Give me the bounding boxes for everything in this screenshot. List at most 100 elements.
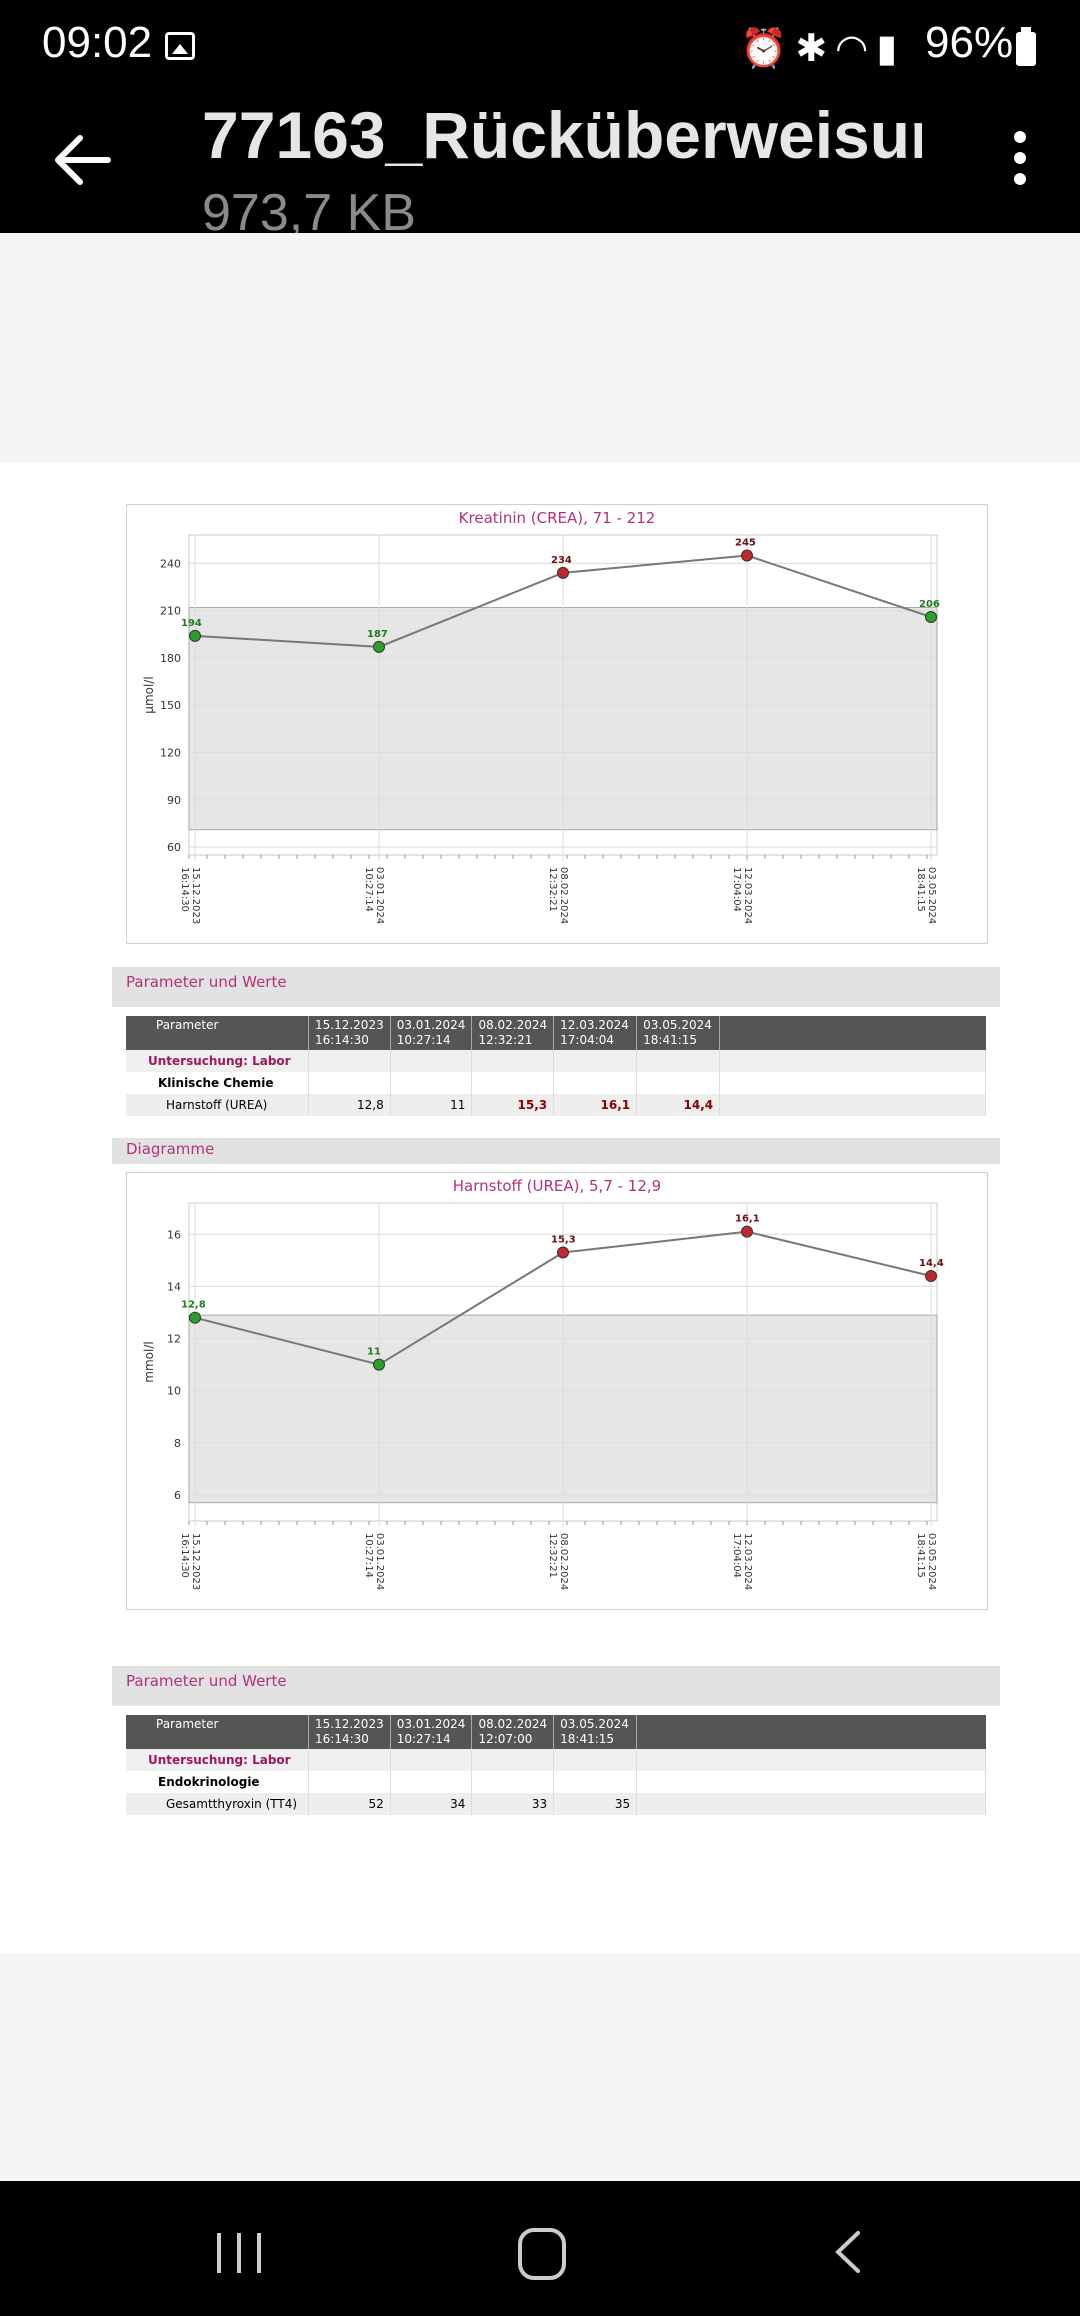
table-header-cell: 08.02.2024 12:07:00 [471, 1715, 555, 1749]
data-point [373, 640, 385, 653]
value-cell: 52 [308, 1793, 391, 1815]
x-tick-label: 15.12.202316:14:30 [179, 1533, 201, 1590]
group-label: Klinische Chemie [126, 1072, 309, 1094]
data-label: 206 [919, 599, 940, 610]
y-tick-label: 60 [167, 841, 181, 854]
data-point [741, 549, 753, 562]
y-tick-label: 240 [160, 557, 181, 570]
battery-percent: 96% [925, 18, 1014, 67]
gallery-icon [165, 32, 195, 60]
x-tick-label: 03.01.202410:27:14 [363, 1533, 385, 1590]
x-tick-label: 08.02.202412:32:21 [547, 867, 569, 924]
chart-harnstoff: Harnstoff (UREA), 5,7 - 12,9 6 8 10 12 14 16 m… [126, 1172, 988, 1610]
status-bar: 09:02 ⏰✱◠▮ 96% [0, 0, 1080, 95]
x-tick-label: 12.03.202417:04:04 [731, 867, 753, 924]
back-button[interactable] [48, 125, 118, 195]
data-label: 194 [181, 618, 202, 629]
x-tick-time: 18:41:15 [915, 867, 926, 912]
data-point [925, 1269, 937, 1282]
x-tick-date: 03.05.2024 [926, 867, 937, 924]
battery-icon [1016, 27, 1036, 66]
wifi-icon: ◠ [835, 28, 877, 70]
value-cell-high: 16,1 [553, 1094, 638, 1116]
x-tick-date: 08.02.2024 [558, 867, 569, 924]
table-header-cell: 03.05.2024 18:41:15 [636, 1016, 721, 1050]
table-header-cell: 12.03.2024 17:04:04 [553, 1016, 638, 1050]
values-table-2: Parameter 15.12.2023 16:14:30 03.01.2024 1… [126, 1715, 986, 1815]
x-tick-label: 12.03.202417:04:04 [731, 1533, 753, 1590]
x-tick-time: 17:04:04 [731, 867, 742, 912]
x-tick-date: 15.12.2023 [190, 867, 201, 924]
data-point [557, 1246, 569, 1259]
x-tick-date: 08.02.2024 [558, 1533, 569, 1590]
chart-title: Harnstoff (UREA), 5,7 - 12,9 [452, 1177, 662, 1195]
table-header-cell [719, 1016, 986, 1050]
chart-title: Kreatinin (CREA), 71 - 212 [458, 509, 656, 527]
data-label: 187 [367, 629, 388, 640]
value-cell-high: 14,4 [636, 1094, 721, 1116]
table-header-cell: 15.12.2023 16:14:30 [308, 1715, 391, 1749]
app-bar: 77163_Rücküberweisung_... 973,7 KB [0, 95, 1080, 242]
x-tick-label: 08.02.202412:32:21 [547, 1533, 569, 1590]
x-tick-time: 17:04:04 [731, 1533, 742, 1578]
x-tick-label: 03.01.202410:27:14 [363, 867, 385, 924]
data-point [373, 1358, 385, 1371]
value-cell: 11 [390, 1094, 473, 1116]
document-page[interactable]: Kreatinin (CREA), 71 - 212 60 90 120 150 180… [0, 463, 1080, 1953]
group-label: Endokrinologie [126, 1771, 309, 1793]
x-tick-date: 03.01.2024 [374, 867, 385, 924]
document-top-margin [0, 233, 1080, 463]
x-tick-date: 12.03.2024 [742, 867, 753, 924]
arrow-left-icon [55, 135, 111, 185]
recents-button[interactable] [215, 2233, 265, 2273]
navigation-bar [0, 2181, 1080, 2316]
table-header-cell: Parameter [126, 1016, 309, 1050]
data-point [189, 1311, 201, 1324]
y-tick-label: 6 [174, 1489, 181, 1502]
table-row: Untersuchung: Labor [126, 1050, 986, 1072]
value-cell: 33 [471, 1793, 555, 1815]
y-tick-label: 16 [167, 1228, 181, 1241]
status-time: 09:02 [42, 18, 153, 67]
x-tick-time: 12:32:21 [547, 1533, 558, 1578]
chart-harnstoff-plot: 6 8 10 12 14 16 mmol/l 15.12.202316:14:30 03.01.… [142, 1202, 944, 1590]
table-row: Gesamtthyroxin (TT4) 52 34 33 35 [126, 1793, 986, 1815]
value-cell: 12,8 [308, 1094, 391, 1116]
home-button[interactable] [518, 2228, 566, 2280]
nav-back-button[interactable] [826, 2229, 872, 2275]
data-point [189, 629, 201, 642]
y-axis-label: µmol/l [142, 676, 156, 713]
chevron-left-icon [835, 2231, 860, 2273]
y-tick-label: 120 [160, 747, 181, 760]
x-tick-date: 12.03.2024 [742, 1533, 753, 1590]
x-tick-label: 15.12.202316:14:30 [179, 867, 201, 924]
y-tick-label: 90 [167, 794, 181, 807]
y-tick-label: 14 [167, 1280, 181, 1293]
table-header-cell [636, 1715, 986, 1749]
param-label: Harnstoff (UREA) [126, 1094, 309, 1116]
y-tick-label: 12 [167, 1333, 181, 1346]
data-label: 12,8 [181, 1300, 206, 1311]
x-tick-time: 18:41:15 [915, 1533, 926, 1578]
more-options-button[interactable] [1000, 131, 1040, 195]
data-label: 234 [551, 555, 572, 566]
file-size: 973,7 KB [202, 184, 416, 242]
recents-icon [217, 2233, 221, 2273]
table-header-cell: Parameter [126, 1715, 309, 1749]
data-point [741, 1225, 753, 1238]
data-label: 16,1 [735, 1214, 760, 1225]
x-tick-label: 03.05.202418:41:15 [915, 1533, 937, 1590]
data-point [925, 610, 937, 623]
table-header-cell: 15.12.2023 16:14:30 [308, 1016, 391, 1050]
x-tick-date: 03.05.2024 [926, 1533, 937, 1590]
section-header-parameter: Parameter und Werte [112, 967, 1000, 1007]
x-tick-time: 10:27:14 [363, 1533, 374, 1578]
table-row: Klinische Chemie [126, 1072, 986, 1094]
x-tick-time: 16:14:30 [179, 867, 190, 912]
y-tick-label: 8 [174, 1437, 181, 1450]
data-point [557, 566, 569, 579]
table-header-row: Parameter 15.12.2023 16:14:30 03.01.2024 1… [126, 1016, 986, 1050]
file-title: 77163_Rücküberweisung_... [202, 98, 922, 172]
signal-icon: ▮ [876, 28, 906, 70]
exam-label: Untersuchung: Labor [126, 1050, 309, 1072]
